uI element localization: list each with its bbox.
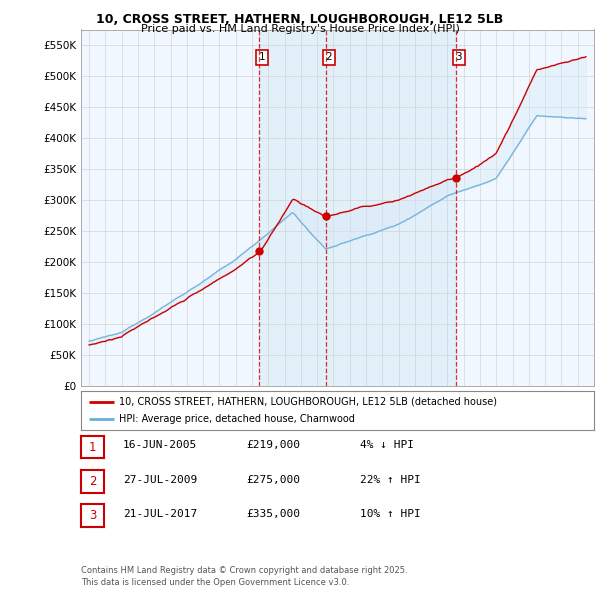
Text: 10, CROSS STREET, HATHERN, LOUGHBOROUGH, LE12 5LB: 10, CROSS STREET, HATHERN, LOUGHBOROUGH,… xyxy=(97,13,503,26)
Text: 2: 2 xyxy=(326,53,332,63)
Text: HPI: Average price, detached house, Charnwood: HPI: Average price, detached house, Char… xyxy=(119,414,355,424)
Text: 10% ↑ HPI: 10% ↑ HPI xyxy=(360,509,421,519)
Text: 4% ↓ HPI: 4% ↓ HPI xyxy=(360,441,414,450)
Text: Contains HM Land Registry data © Crown copyright and database right 2025.
This d: Contains HM Land Registry data © Crown c… xyxy=(81,566,407,587)
Text: Price paid vs. HM Land Registry's House Price Index (HPI): Price paid vs. HM Land Registry's House … xyxy=(140,24,460,34)
Text: 16-JUN-2005: 16-JUN-2005 xyxy=(123,441,197,450)
Bar xyxy=(326,30,457,386)
Text: 27-JUL-2009: 27-JUL-2009 xyxy=(123,475,197,484)
Text: 2: 2 xyxy=(89,475,96,488)
Text: £275,000: £275,000 xyxy=(246,475,300,484)
Text: 1: 1 xyxy=(89,441,96,454)
Text: 22% ↑ HPI: 22% ↑ HPI xyxy=(360,475,421,484)
Text: 1: 1 xyxy=(259,53,265,63)
Text: 3: 3 xyxy=(89,509,96,522)
Text: £335,000: £335,000 xyxy=(246,509,300,519)
Text: 21-JUL-2017: 21-JUL-2017 xyxy=(123,509,197,519)
Text: £219,000: £219,000 xyxy=(246,441,300,450)
Text: 10, CROSS STREET, HATHERN, LOUGHBOROUGH, LE12 5LB (detached house): 10, CROSS STREET, HATHERN, LOUGHBOROUGH,… xyxy=(119,396,497,407)
Bar xyxy=(259,30,326,386)
Text: 3: 3 xyxy=(455,53,462,63)
